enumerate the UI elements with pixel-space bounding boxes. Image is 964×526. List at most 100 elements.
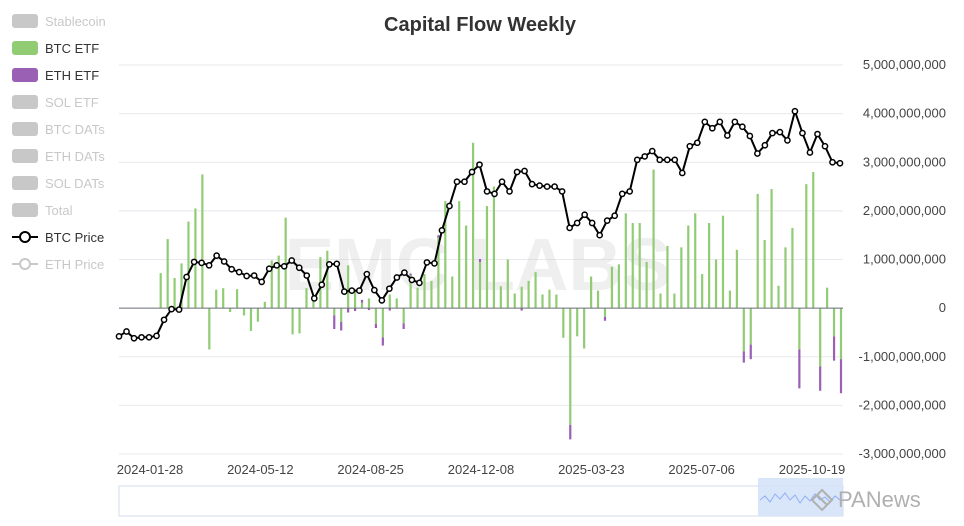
eth-etf-bar[interactable] bbox=[367, 308, 371, 311]
btc-price-point[interactable] bbox=[168, 305, 175, 313]
btc-etf-bar[interactable] bbox=[596, 290, 600, 309]
btc-etf-bar[interactable] bbox=[465, 225, 468, 309]
btc-price-point[interactable] bbox=[130, 334, 138, 342]
legend-item-eth-etf[interactable]: ETH ETF bbox=[12, 68, 99, 83]
eth-etf-bar[interactable] bbox=[520, 308, 523, 311]
btc-price-point[interactable] bbox=[393, 274, 401, 281]
legend-item-sol-dats[interactable]: SOL DATs bbox=[12, 176, 105, 191]
btc-etf-bar[interactable] bbox=[659, 293, 662, 309]
legend[interactable]: Stablecoin BTC ETF ETH ETF SOL ETF BTC DATs E… bbox=[12, 14, 106, 272]
btc-price-point[interactable] bbox=[453, 178, 461, 186]
btc-etf-bar[interactable] bbox=[749, 308, 752, 345]
btc-price-point[interactable] bbox=[303, 272, 311, 279]
eth-etf-bar[interactable] bbox=[409, 273, 412, 276]
eth-etf-bar[interactable] bbox=[340, 321, 343, 331]
btc-price-point[interactable] bbox=[528, 180, 536, 188]
btc-etf-bar[interactable] bbox=[687, 225, 690, 309]
eth-etf-bar[interactable] bbox=[839, 359, 843, 394]
btc-etf-bar[interactable] bbox=[305, 288, 308, 309]
legend-item-sol-etf[interactable]: SOL ETF bbox=[12, 95, 99, 110]
btc-price-point[interactable] bbox=[701, 118, 709, 126]
btc-etf-bar[interactable] bbox=[791, 227, 794, 309]
eth-etf-bar[interactable] bbox=[347, 308, 350, 313]
btc-price-point[interactable] bbox=[378, 296, 386, 304]
btc-price-point[interactable] bbox=[250, 272, 258, 279]
eth-etf-bar[interactable] bbox=[742, 351, 745, 363]
btc-price-point[interactable] bbox=[183, 273, 190, 281]
btc-price-point[interactable] bbox=[754, 150, 761, 157]
btc-price-point[interactable] bbox=[123, 328, 130, 335]
btc-etf-bar[interactable] bbox=[839, 308, 843, 360]
btc-price-point[interactable] bbox=[746, 132, 754, 140]
btc-price-point[interactable] bbox=[468, 168, 476, 176]
btc-price-point[interactable] bbox=[431, 260, 438, 267]
btc-price-point[interactable] bbox=[611, 212, 619, 220]
btc-etf-bar[interactable] bbox=[610, 266, 614, 309]
btc-etf-bar[interactable] bbox=[735, 249, 738, 309]
btc-etf-bar[interactable] bbox=[569, 308, 572, 425]
btc-etf-bar[interactable] bbox=[270, 260, 273, 309]
btc-etf-bar[interactable] bbox=[326, 250, 329, 309]
btc-price-point[interactable] bbox=[633, 156, 641, 164]
btc-price-point[interactable] bbox=[551, 183, 558, 190]
btc-price-point[interactable] bbox=[340, 288, 348, 295]
btc-etf-bar[interactable] bbox=[701, 274, 704, 309]
btc-etf-bar[interactable] bbox=[777, 285, 780, 309]
btc-etf-bar[interactable] bbox=[562, 308, 565, 338]
btc-etf-bar[interactable] bbox=[374, 308, 378, 324]
btc-price-point[interactable] bbox=[543, 183, 551, 190]
btc-price-point[interactable] bbox=[603, 217, 611, 224]
btc-price-point[interactable] bbox=[243, 272, 251, 280]
btc-price-point[interactable] bbox=[829, 158, 836, 166]
btc-price-point[interactable] bbox=[769, 129, 776, 137]
btc-etf-bar[interactable] bbox=[201, 174, 204, 309]
btc-etf-bar[interactable] bbox=[826, 287, 829, 309]
btc-price-point[interactable] bbox=[536, 182, 543, 189]
btc-etf-bar[interactable] bbox=[277, 255, 280, 309]
btc-etf-bar[interactable] bbox=[194, 208, 197, 309]
btc-etf-bar[interactable] bbox=[298, 308, 301, 334]
btc-price-point[interactable] bbox=[791, 107, 799, 115]
btc-etf-bar[interactable] bbox=[166, 239, 169, 309]
btc-etf-bar[interactable] bbox=[256, 308, 259, 322]
btc-etf-bar[interactable] bbox=[263, 301, 266, 309]
btc-price-point[interactable] bbox=[521, 167, 528, 175]
btc-etf-bar[interactable] bbox=[423, 274, 426, 309]
eth-etf-bar[interactable] bbox=[402, 323, 405, 330]
btc-etf-bar[interactable] bbox=[589, 276, 593, 309]
btc-price-point[interactable] bbox=[581, 211, 588, 219]
btc-etf-bar[interactable] bbox=[222, 288, 225, 309]
legend-item-total[interactable]: Total bbox=[12, 203, 73, 218]
eth-etf-bar[interactable] bbox=[333, 315, 336, 330]
btc-price-point[interactable] bbox=[318, 281, 326, 289]
btc-price-point[interactable] bbox=[295, 264, 303, 272]
btc-etf-bar[interactable] bbox=[583, 308, 586, 349]
btc-price-point[interactable] bbox=[708, 124, 716, 132]
btc-etf-bar[interactable] bbox=[805, 184, 808, 309]
btc-price-point[interactable] bbox=[175, 306, 183, 313]
btc-price-point[interactable] bbox=[739, 123, 746, 131]
btc-price-point[interactable] bbox=[678, 169, 686, 177]
btc-etf-bar[interactable] bbox=[798, 308, 801, 350]
btc-price-point[interactable] bbox=[776, 128, 784, 136]
eth-etf-bar[interactable] bbox=[388, 308, 391, 311]
btc-etf-bar[interactable] bbox=[541, 294, 544, 309]
btc-etf-bar[interactable] bbox=[437, 237, 440, 309]
btc-etf-bar[interactable] bbox=[208, 308, 211, 350]
eth-etf-bar[interactable] bbox=[374, 323, 378, 329]
btc-price-point[interactable] bbox=[814, 130, 821, 138]
legend-item-btc-dats[interactable]: BTC DATs bbox=[12, 122, 105, 137]
btc-price-point[interactable] bbox=[416, 279, 423, 287]
btc-etf-bar[interactable] bbox=[708, 223, 711, 309]
btc-price-point[interactable] bbox=[355, 287, 363, 294]
btc-etf-bar[interactable] bbox=[242, 308, 246, 316]
btc-etf-bar[interactable] bbox=[714, 259, 718, 309]
eth-etf-bar[interactable] bbox=[832, 336, 836, 361]
btc-price-point[interactable] bbox=[220, 258, 228, 265]
btc-etf-bar[interactable] bbox=[215, 289, 218, 309]
btc-etf-bar[interactable] bbox=[367, 298, 371, 309]
btc-price-point[interactable] bbox=[138, 333, 145, 341]
btc-etf-bar[interactable] bbox=[555, 294, 558, 309]
btc-price-point[interactable] bbox=[423, 259, 431, 266]
btc-price-point[interactable] bbox=[573, 219, 581, 227]
